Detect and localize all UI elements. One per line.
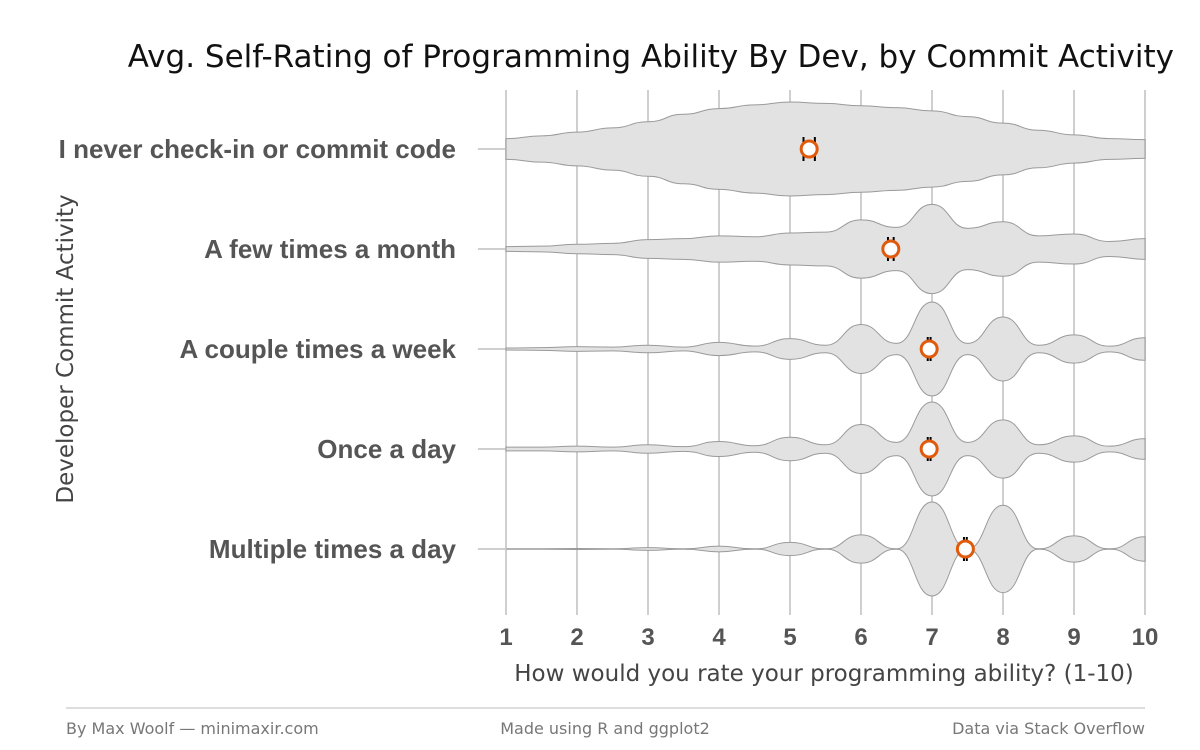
violin-layer — [505, 101, 1146, 597]
mean-point — [919, 339, 939, 359]
mean-point — [799, 139, 819, 159]
violin-shape — [505, 301, 1146, 397]
mean-layer — [799, 137, 975, 561]
footer-credit: By Max Woolf — minimaxir.com — [66, 719, 319, 738]
x-tick-label: 8 — [996, 624, 1009, 651]
footer-tools: Made using R and ggplot2 — [500, 719, 710, 738]
chart-title: Avg. Self-Rating of Programming Ability … — [128, 39, 1174, 75]
category-label: A couple times a week — [180, 334, 457, 364]
violin-shape — [506, 501, 1146, 597]
violin-shape — [505, 401, 1146, 497]
x-tick-label: 6 — [854, 624, 867, 651]
footer-source: Data via Stack Overflow — [952, 719, 1145, 738]
category-label: Multiple times a day — [209, 534, 457, 564]
category-label: Once a day — [317, 434, 456, 464]
mean-point — [919, 439, 939, 459]
violin-shape — [505, 203, 1146, 295]
category-label: A few times a month — [204, 234, 456, 264]
x-tick-label: 5 — [783, 624, 796, 651]
x-tick-label: 1 — [499, 624, 512, 651]
x-tick-label: 2 — [570, 624, 583, 651]
category-label: I never check-in or commit code — [59, 134, 456, 164]
x-axis-title: How would you rate your programming abil… — [514, 661, 1134, 687]
x-tick-label: 4 — [712, 624, 726, 651]
mean-point — [955, 539, 975, 559]
y-axis-title: Developer Commit Activity — [53, 194, 79, 503]
x-tick-label: 9 — [1067, 624, 1080, 651]
x-tick-labels: 1 2 3 4 5 6 7 8 9 10 — [499, 624, 1158, 651]
x-tick-label: 3 — [641, 624, 654, 651]
x-tick-label: 10 — [1132, 624, 1159, 651]
x-tick-label: 7 — [925, 624, 938, 651]
category-labels: I never check-in or commit code A few tim… — [59, 134, 457, 564]
violin-shape — [505, 101, 1146, 197]
mean-point — [881, 239, 901, 259]
